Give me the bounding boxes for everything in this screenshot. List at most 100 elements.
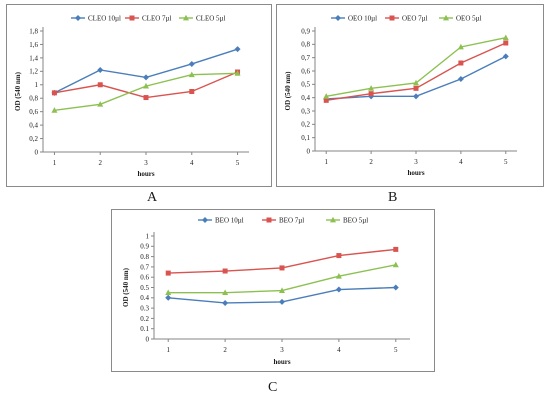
x-tick-label: 5 xyxy=(236,159,240,167)
x-tick-label: 2 xyxy=(223,346,227,354)
y-tick-label: 0,6 xyxy=(29,108,38,116)
data-point xyxy=(503,40,509,46)
y-tick-label: 1,6 xyxy=(29,41,38,49)
y-tick-label: 0 xyxy=(35,148,39,156)
y-tick-label: 0,5 xyxy=(301,81,310,89)
data-point xyxy=(234,70,241,76)
y-tick-label: 0,6 xyxy=(301,67,310,75)
chart-a: 0 0,2 0,4 0,6 0,8 1 1,2 1,4 1,6 1,8 1 2 3 4 5 hours OD (… xyxy=(14,15,249,178)
x-tick-label: 4 xyxy=(459,158,463,166)
x-axis-label: hours xyxy=(273,358,290,366)
data-point xyxy=(165,294,172,301)
x-tick-label: 4 xyxy=(337,346,341,354)
series-line xyxy=(326,55,507,100)
y-tick-label: 0,8 xyxy=(29,95,38,103)
data-point xyxy=(413,93,419,100)
x-tick-label: 5 xyxy=(504,158,508,166)
data-point xyxy=(368,85,375,91)
y-tick-label: 1,2 xyxy=(29,68,38,76)
legend-swatch-marker xyxy=(443,14,449,21)
legend-label: OEO 7µl xyxy=(402,15,428,23)
legend-label: CLEO 5µl xyxy=(196,15,226,23)
y-tick-label: 1 xyxy=(146,232,150,240)
data-point xyxy=(143,95,149,101)
chart-c: 0 0.1 0.2 0.3 0.4 0.5 0.6 0.7 0.8 0.9 1 1 2 3 4 5 hours O… xyxy=(122,217,410,366)
legend-swatch-marker xyxy=(202,217,208,223)
legend-label: CLEO 7µl xyxy=(142,15,172,23)
series-3 xyxy=(51,70,241,113)
y-tick-label: 0.5 xyxy=(140,284,149,292)
y-axis-label: OD (540 nm) xyxy=(284,71,292,111)
y-tick-label: 0.9 xyxy=(140,243,149,251)
y-tick-label: 1 xyxy=(35,81,39,89)
legend-entry: BEO 10µl xyxy=(198,217,244,225)
y-tick-label: 0,1 xyxy=(301,134,310,142)
data-point xyxy=(413,79,419,86)
x-tick-label: 2 xyxy=(98,159,102,167)
y-tick-label: 0.8 xyxy=(140,253,149,261)
legend-entry: CLEO 10µl xyxy=(71,15,121,23)
data-point xyxy=(97,82,103,88)
legend-entry: BEO 7µl xyxy=(262,217,304,225)
legend-entry: OEO 7µl xyxy=(385,15,428,23)
data-point xyxy=(323,93,330,99)
x-tick-label: 4 xyxy=(190,159,194,167)
data-point xyxy=(502,53,509,60)
legend-swatch-marker xyxy=(129,15,135,21)
series-2 xyxy=(165,246,399,276)
data-point xyxy=(97,66,104,73)
series-1 xyxy=(165,284,399,306)
data-point xyxy=(51,90,57,96)
data-point xyxy=(392,284,399,291)
data-point xyxy=(392,261,399,268)
legend-swatch-marker xyxy=(183,14,189,21)
legend-swatch-marker xyxy=(389,15,395,21)
y-tick-label: 0,3 xyxy=(301,107,310,115)
caption-c: C xyxy=(268,380,278,395)
series-1 xyxy=(323,53,509,102)
data-point xyxy=(189,89,195,94)
data-point xyxy=(413,85,419,91)
data-point xyxy=(279,298,285,305)
legend-label: BEO 10µl xyxy=(215,217,244,225)
data-point xyxy=(222,289,229,296)
legend-entry: CLEO 5µl xyxy=(179,15,226,23)
x-tick-label: 5 xyxy=(394,346,398,354)
y-axis-label: OD (540 nm) xyxy=(14,71,22,111)
chart-b: 0 0,1 0,2 0,3 0,4 0,5 0,6 0,7 0,8 0,9 1 2 3 4 5 hours OD… xyxy=(284,14,517,177)
y-tick-label: 0.4 xyxy=(140,294,149,302)
data-point xyxy=(458,60,464,66)
series-3 xyxy=(165,261,399,296)
data-point xyxy=(234,46,241,53)
data-point xyxy=(97,101,104,107)
data-point xyxy=(143,82,149,89)
x-axis-label: hours xyxy=(407,169,424,177)
y-axis-label: OD (540 nm) xyxy=(122,267,130,307)
chart-panel-a: 0 0,2 0,4 0,6 0,8 1 1,2 1,4 1,6 1,8 1 2 3 4 5 hours OD (… xyxy=(6,4,272,187)
y-tick-label: 0.6 xyxy=(140,274,149,282)
data-point xyxy=(336,253,342,259)
data-point xyxy=(165,289,172,296)
caption-a: A xyxy=(147,190,158,205)
legend-label: BEO 7µl xyxy=(279,217,304,225)
legend-swatch-marker xyxy=(266,217,272,223)
x-tick-label: 3 xyxy=(280,346,284,354)
x-tick-label: 3 xyxy=(144,159,148,167)
y-tick-label: 1,8 xyxy=(29,27,38,35)
series-2 xyxy=(323,40,509,103)
legend-entry: CLEO 7µl xyxy=(125,15,172,23)
y-tick-label: 0,8 xyxy=(301,41,310,49)
data-point xyxy=(368,91,374,97)
data-point xyxy=(393,246,399,252)
data-point xyxy=(457,43,464,50)
legend-swatch-marker xyxy=(75,15,81,21)
y-tick-label: 0 xyxy=(307,147,311,155)
y-tick-label: 0.7 xyxy=(140,263,149,271)
y-tick-label: 0,9 xyxy=(301,27,310,35)
chart-panel-c: 0 0.1 0.2 0.3 0.4 0.5 0.6 0.7 0.8 0.9 1 1 2 3 4 5 hours O… xyxy=(111,209,435,372)
data-point xyxy=(457,76,464,82)
legend-label: OEO 10µl xyxy=(348,15,377,23)
y-tick-label: 0,7 xyxy=(301,54,310,62)
data-point xyxy=(279,265,285,271)
y-tick-label: 0.2 xyxy=(140,315,149,323)
